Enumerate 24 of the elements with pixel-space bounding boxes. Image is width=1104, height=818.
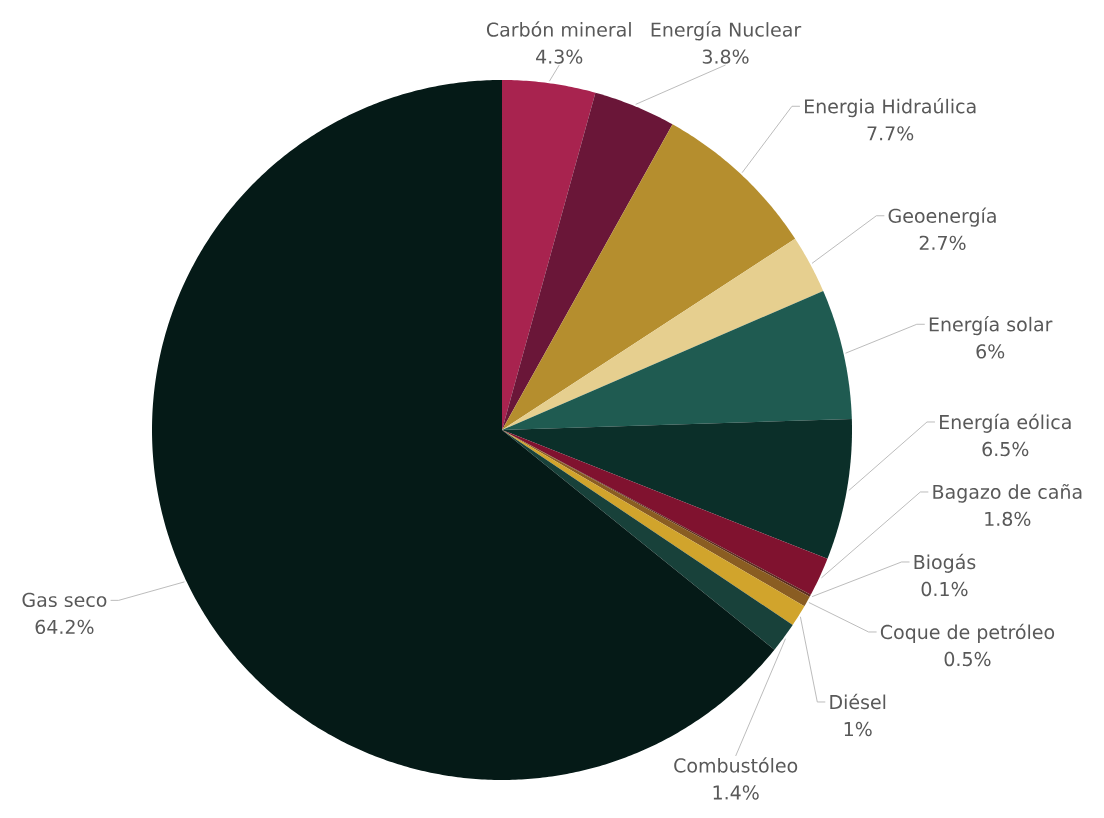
slice-label: Combustóleo — [674, 757, 798, 773]
slice-label: Biogás — [914, 553, 976, 573]
slice-label: Geoenergía — [888, 207, 996, 227]
data-label: 6% — [976, 344, 1005, 359]
data-label: 0.1% — [921, 581, 968, 597]
data-label: 1.8% — [985, 511, 1031, 527]
data-label: 0.5% — [944, 651, 991, 667]
slice-label: Bagazo de caña — [933, 483, 1082, 503]
slice-label: Carbón mineral — [486, 21, 631, 37]
slice-label: Coque de petróleo — [880, 623, 1055, 643]
slice-label: Gas seco — [22, 592, 107, 608]
slice-label: Energía Nuclear — [651, 21, 802, 41]
slice-label: Energía solar — [929, 316, 1053, 336]
slice-label: Energia Hidraúlica — [805, 98, 976, 118]
data-label: 64.2% — [35, 619, 94, 635]
data-label: 1% — [844, 721, 872, 737]
slice-label: Diésel — [830, 693, 886, 710]
data-label: 3.8% — [702, 49, 749, 64]
data-label: 4.3% — [536, 49, 583, 64]
data-label: 1.4% — [713, 785, 759, 800]
slice-label: Energía eólica — [940, 413, 1071, 433]
data-label: 6.5% — [982, 441, 1029, 457]
data-label: 7.7% — [867, 126, 914, 141]
data-label: 2.7% — [919, 235, 966, 250]
